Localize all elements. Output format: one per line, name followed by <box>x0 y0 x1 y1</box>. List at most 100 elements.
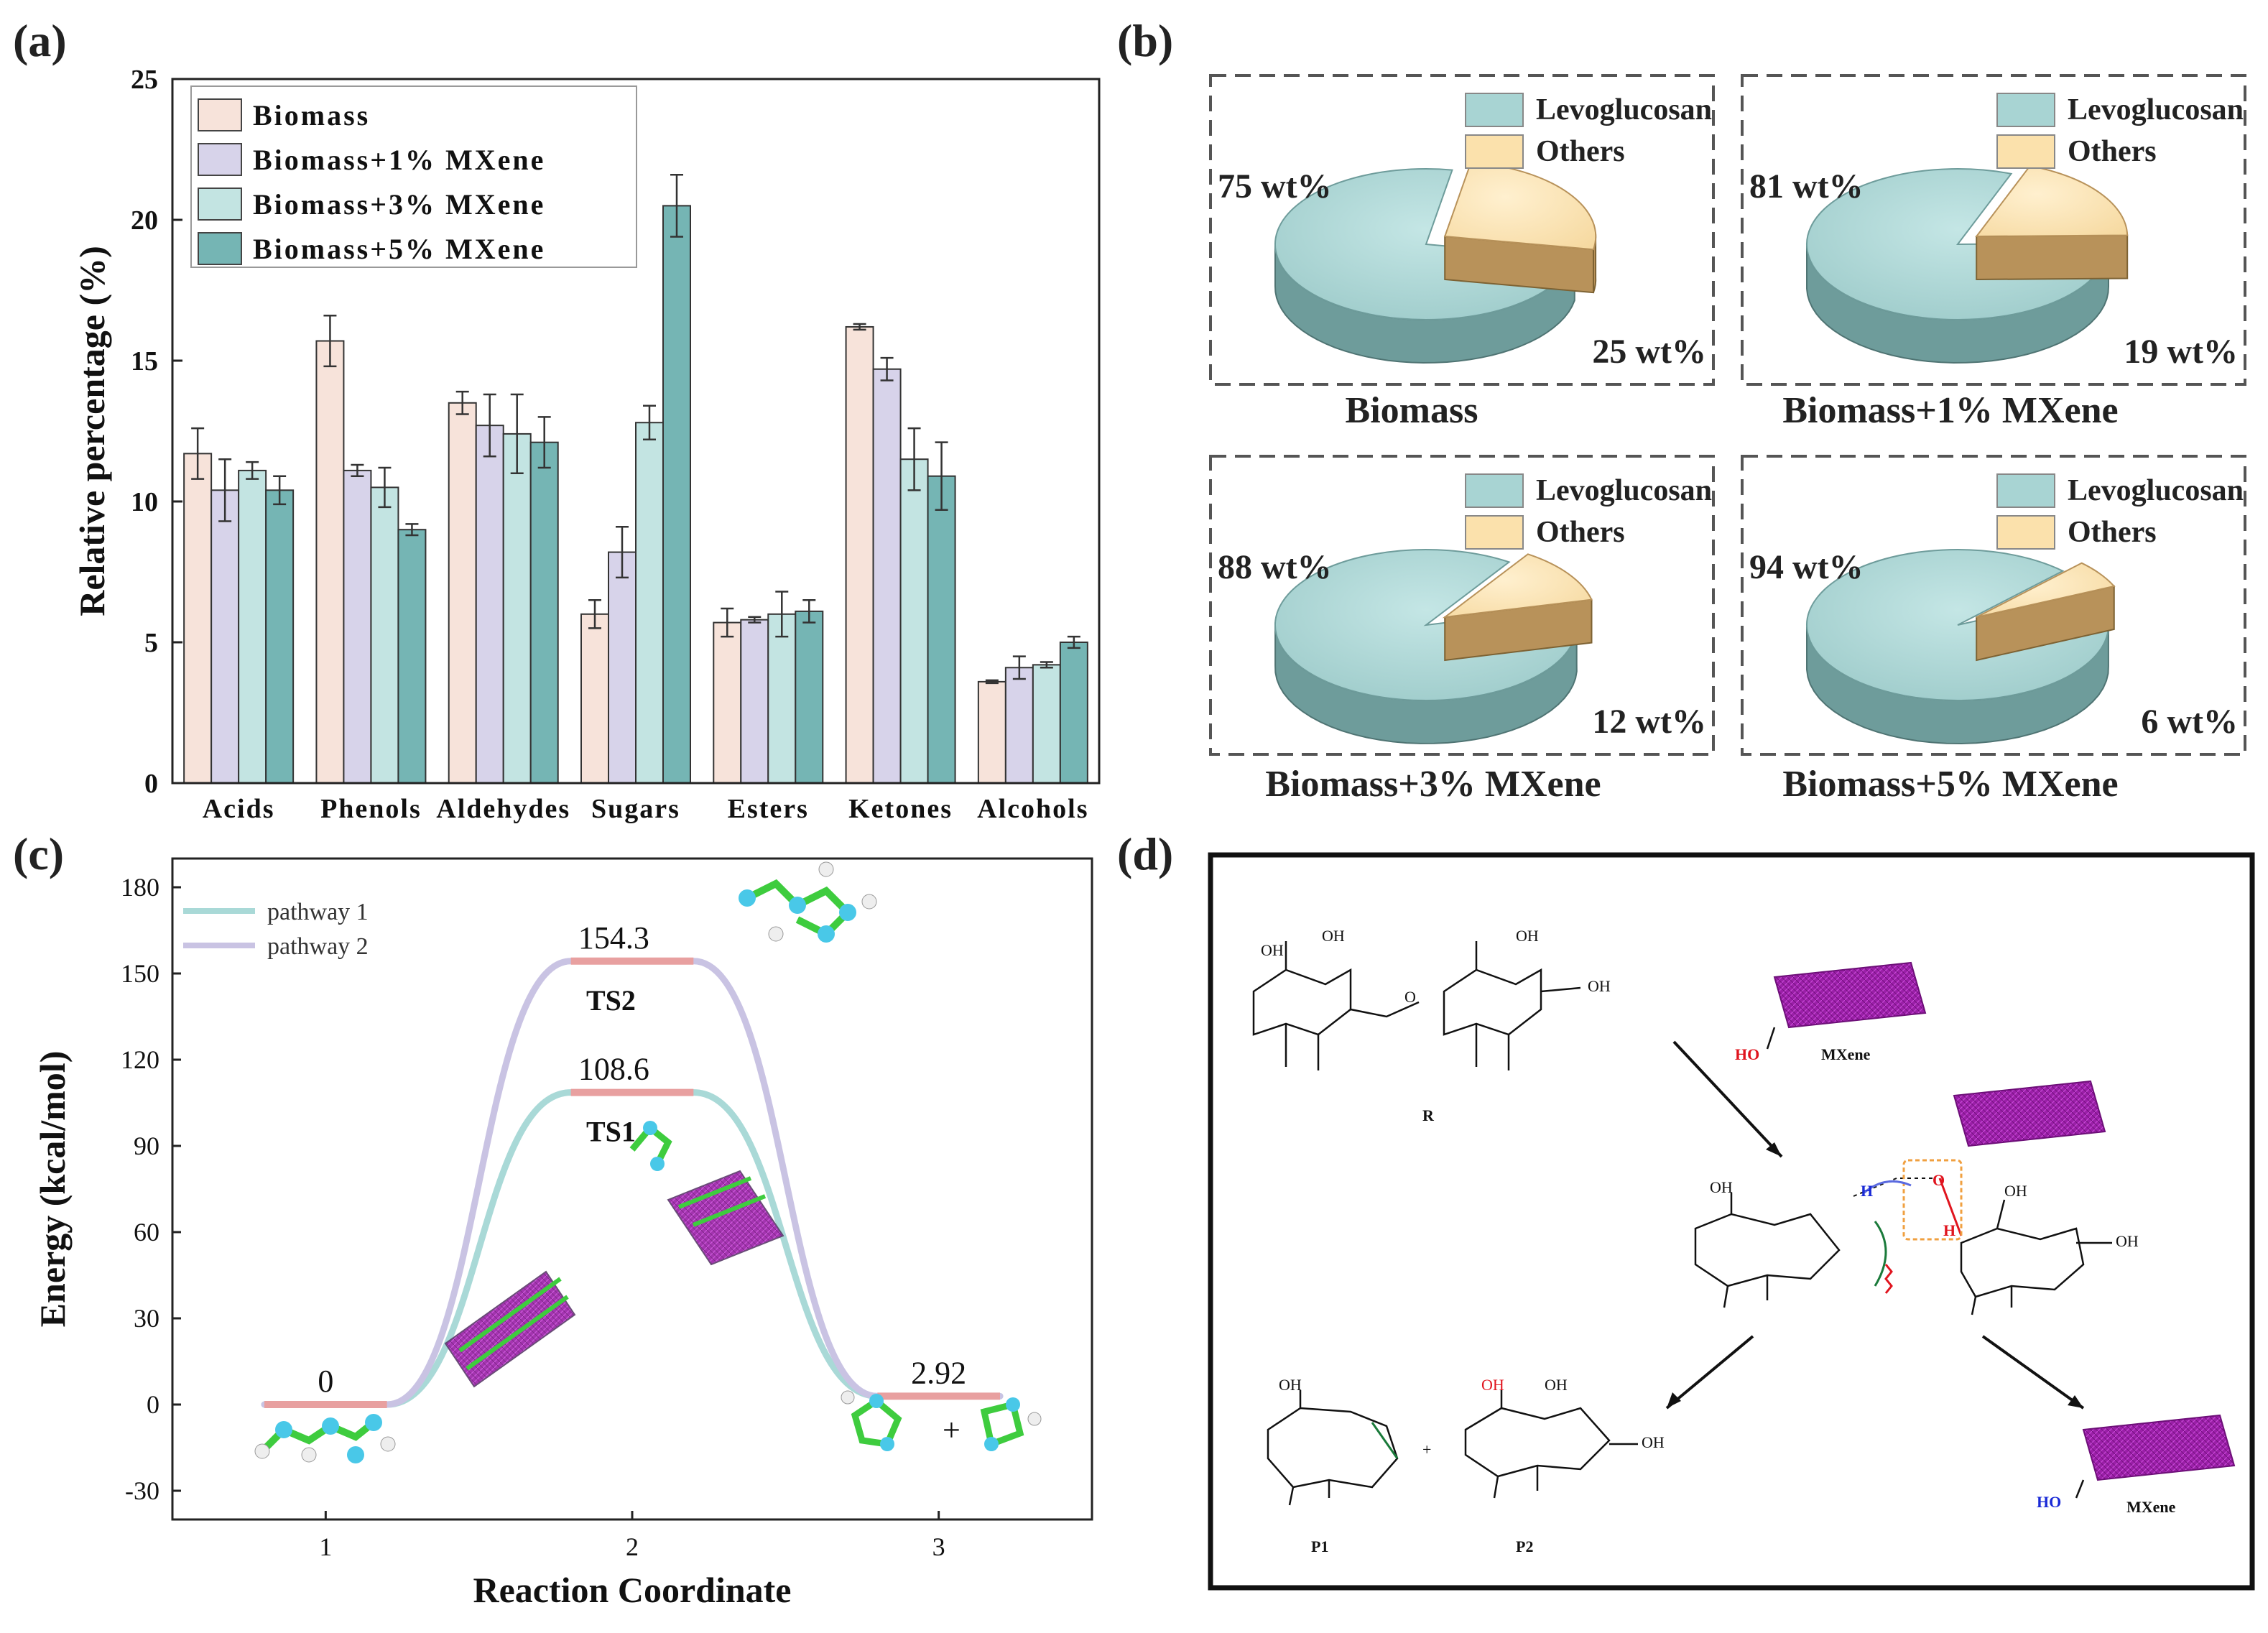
bar-acids-s2 <box>238 469 267 784</box>
y-tick-label: 15 <box>131 346 158 376</box>
label-oh-p1: OH <box>1279 1376 1302 1394</box>
label-oh-r1: OH <box>1261 941 1284 959</box>
y-tick-label: 5 <box>144 628 158 658</box>
arrow-green <box>1874 1221 1887 1287</box>
legend-label: Biomass+5% MXene <box>253 233 545 265</box>
legend-swatch <box>198 188 242 221</box>
bar-aldehydes-s2 <box>502 432 532 784</box>
x-tick-label: Acids <box>203 794 275 824</box>
bar-chart-panel-a: 0 5 10 15 20 25 Acids Phenols Aldehydes Sugars Es… <box>72 65 1101 824</box>
molecule-ts1-icon <box>629 1121 784 1266</box>
legend-label-levoglucosan: Levoglucosan <box>1536 474 1712 507</box>
error-bar-acids-s1 <box>218 458 232 522</box>
bond-red <box>1938 1178 1963 1236</box>
bar-esters-s0 <box>713 621 742 784</box>
bar-phenols-s1 <box>343 469 372 784</box>
bar-aldehydes-s3 <box>529 441 559 784</box>
bar-acids-s3 <box>265 489 295 784</box>
label-h-red: H <box>1943 1221 1955 1239</box>
pie-slice-others <box>1975 165 2129 238</box>
label-oh-i2: OH <box>2004 1182 2027 1200</box>
label-oh-p2a: OH <box>1481 1376 1504 1394</box>
legend-frame <box>190 85 637 268</box>
error-bar-alcohols-s1 <box>1012 655 1026 680</box>
pie-title: Biomass <box>1346 390 1478 431</box>
legend-swatch-others <box>1996 134 2055 169</box>
pie-slice-others <box>1442 553 1593 619</box>
legend-c: pathway 1 pathway 2 <box>183 899 369 960</box>
bar-acids-s1 <box>210 489 240 784</box>
energy-levels: 0 154.3 108.6 2.92 TS2 TS1 <box>264 920 1000 1408</box>
bar-esters-s2 <box>767 613 797 784</box>
bar-ketones-s2 <box>899 458 929 784</box>
reaction-scheme-panel-d: OH OH OH OH O R HO MXene H O H OH OH <box>1208 852 2255 1591</box>
pie-4: Levoglucosan Others 94 wt% 6 wt% Biomass+5% … <box>1741 455 2246 805</box>
x-axis-title-c: Reaction Coordinate <box>473 1570 792 1610</box>
bar-alcohols-s0 <box>977 680 1006 784</box>
pie-1: Levoglucosan Others 75 wt% 25 wt% Biomass <box>1209 74 1715 431</box>
arrowhead-3 <box>2068 1395 2083 1408</box>
error-bar-esters-s2 <box>775 591 789 638</box>
legend-swatch-others <box>1465 134 1524 169</box>
pie-title: Biomass+3% MXene <box>1265 764 1601 805</box>
x-tick-label: Alcohols <box>977 794 1088 824</box>
pie-label-others: 6 wt% <box>2141 703 2238 741</box>
panel-label-d: (d) <box>1117 828 1173 879</box>
product-p2-structure <box>1464 1390 1638 1499</box>
energy-profile-panel-c: -30 0 30 60 90 120 150 180 1 2 3 0 154.3 108.6 2.92 T… <box>32 857 1093 1610</box>
error-bar-ketones-s0 <box>853 323 866 331</box>
energy-level-label: 108.6 <box>578 1052 649 1087</box>
pie-slice-levoglucosan <box>1806 549 2109 701</box>
bar-esters-s1 <box>740 619 769 785</box>
molecule-product-icons <box>841 1390 1042 1451</box>
y-tick-label-c: 120 <box>121 1045 159 1074</box>
bar-group <box>183 205 1088 785</box>
label-oh-r4: OH <box>1588 977 1611 995</box>
pie-slice-levoglucosan <box>1274 549 1578 701</box>
pie-slice-others <box>1976 562 2116 618</box>
error-bar-alcohols-s3 <box>1067 635 1080 649</box>
pie-title: Biomass+5% MXene <box>1782 764 2118 805</box>
error-bar-sugars-s3 <box>670 174 683 238</box>
error-bar-ketones-s1 <box>880 356 894 381</box>
error-bar-acids-s0 <box>191 427 205 480</box>
label-oh-r2: OH <box>1322 927 1345 945</box>
bond-break-mark <box>1884 1264 1893 1294</box>
y-axis-title-c: Energy (kcal/mol) <box>32 1051 73 1328</box>
pathway-curves <box>261 958 1004 1408</box>
error-bar-sugars-s1 <box>616 526 629 579</box>
y-tick-label-c: -30 <box>125 1476 159 1505</box>
error-bar-acids-s2 <box>246 461 259 480</box>
x-tick-label: Aldehydes <box>436 794 570 824</box>
pie-label-others: 19 wt% <box>2124 333 2238 371</box>
error-bar-phenols-s0 <box>323 315 337 368</box>
label-h-blue: H <box>1861 1182 1873 1200</box>
plot-frame <box>171 78 1101 785</box>
pathway-curve-2 <box>261 958 1004 1408</box>
error-bar-alcohols-s2 <box>1040 661 1053 669</box>
label-oh-r3: OH <box>1516 927 1539 945</box>
bar-aldehydes-s1 <box>475 425 504 784</box>
error-bar-ketones-s2 <box>907 427 921 491</box>
error-bar-phenols-s3 <box>405 523 419 537</box>
plus-sign-d: + <box>1422 1440 1431 1458</box>
x-tick-label: Sugars <box>591 794 680 824</box>
legend-swatch <box>198 232 242 265</box>
y-tick-label-c: 60 <box>134 1218 159 1246</box>
bar-sugars-s2 <box>635 422 664 784</box>
error-bar-phenols-s2 <box>378 466 392 509</box>
bar-phenols-s3 <box>397 529 427 784</box>
y-tick-label: 20 <box>131 205 158 236</box>
energy-level-label: 154.3 <box>578 920 649 956</box>
error-bar-acids-s3 <box>273 475 287 506</box>
bar-acids-s0 <box>183 453 213 784</box>
label-mxene-1: MXene <box>1821 1045 1871 1063</box>
pie-side-others-cut <box>1976 234 2129 280</box>
error-bar-ketones-s3 <box>935 441 948 512</box>
arrow-1 <box>1672 1040 1783 1158</box>
label-p2: P2 <box>1516 1537 1533 1555</box>
arrow-2 <box>1665 1335 1754 1410</box>
legend-swatch-levoglucosan <box>1996 473 2055 508</box>
bar-alcohols-s2 <box>1032 664 1061 784</box>
legend-swatch-others <box>1996 515 2055 550</box>
